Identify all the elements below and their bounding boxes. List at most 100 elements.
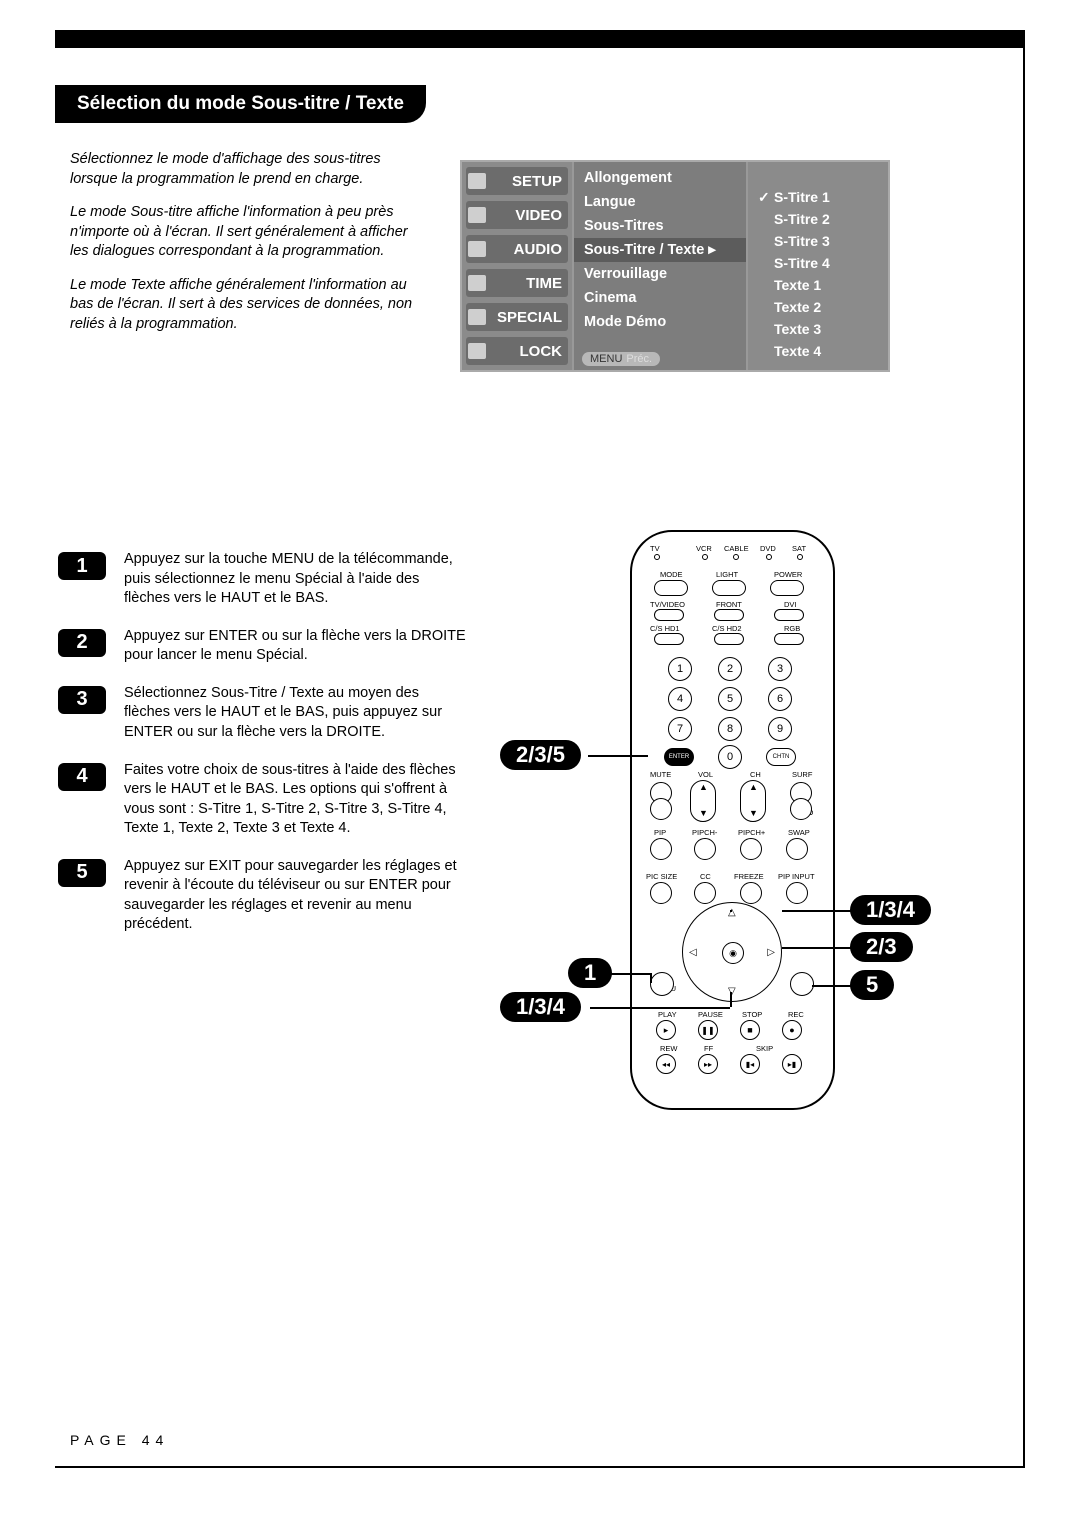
osd-tab-lock[interactable]: LOCK [466,337,568,365]
power-button[interactable] [770,580,804,596]
num-button[interactable]: 5 [718,687,742,711]
sap-button[interactable] [650,798,672,820]
osd-row-selected[interactable]: Sous-Titre / Texte [574,238,746,262]
callout-line [812,985,852,987]
pause-button[interactable]: ❚❚ [698,1020,718,1040]
osd-tab-audio[interactable]: AUDIO [466,235,568,263]
audio-icon [468,241,486,257]
stop-button[interactable]: ■ [740,1020,760,1040]
btn-label: POWER [774,570,802,579]
swap-button[interactable] [786,838,808,860]
cshd2-button[interactable] [714,633,744,645]
osd-option[interactable]: S-Titre 4 [754,252,882,274]
btn-label: FRONT [716,600,742,609]
osd-menu: SETUP VIDEO AUDIO TIME SPECIAL LOCK Allo… [460,160,890,372]
cshd1-button[interactable] [654,633,684,645]
step: 2 Appuyez sur ENTER ou sur la flèche ver… [58,627,468,666]
osd-menu-prec[interactable]: MENUPréc. [582,352,660,366]
dvi-button[interactable] [774,609,804,621]
osd-tab-setup[interactable]: SETUP [466,167,568,195]
pipchp-button[interactable] [740,838,762,860]
down-icon: ▼ [749,808,758,818]
special-icon [468,309,486,325]
osd-option[interactable]: S-Titre 2 [754,208,882,230]
enter-button[interactable]: ENTER [664,748,694,766]
up-icon: ▲ [749,782,758,792]
osd-row[interactable]: Cinema [574,286,746,310]
callout-line [588,755,648,757]
led-label: SAT [792,544,806,553]
osd-option[interactable]: Texte 1 [754,274,882,296]
num-button[interactable]: 3 [768,657,792,681]
led-icon [766,554,772,560]
step: 5 Appuyez sur EXIT pour sauvegarder les … [58,857,468,935]
step-text: Appuyez sur la touche MENU de la télécom… [124,550,468,609]
skipf-button[interactable]: ▸▮ [782,1054,802,1074]
btn-label: C/S HD1 [650,624,680,633]
dpad-center[interactable]: ◉ [722,942,744,964]
osd-row[interactable]: Mode Démo [574,310,746,334]
dpad-left[interactable]: ◁ [689,947,697,958]
osd-option[interactable]: Texte 4 [754,340,882,362]
lock-icon [468,343,486,359]
osd-option[interactable]: Texte 3 [754,318,882,340]
rgb-button[interactable] [774,633,804,645]
num-button[interactable]: 4 [668,687,692,711]
callout-enter: 2/3/5 [500,740,581,770]
led-icon [797,554,803,560]
up-icon: ▲ [699,782,708,792]
pip-button[interactable] [650,838,672,860]
osd-option[interactable]: S-Titre 1 [754,186,882,208]
rec-button[interactable]: ● [782,1020,802,1040]
dpad-right[interactable]: ▷ [767,947,775,958]
chtn-button[interactable]: CHTN [766,748,796,766]
num-button[interactable]: 2 [718,657,742,681]
section-title: Sélection du mode Sous-titre / Texte [55,85,426,123]
front-button[interactable] [714,609,744,621]
btn-label: SWAP [788,828,810,837]
exit-button[interactable] [790,972,814,996]
num-button[interactable]: 6 [768,687,792,711]
osd-tab-video[interactable]: VIDEO [466,201,568,229]
remote-control: TV VCR CABLE DVD SAT MODE LIGHT POWER TV… [630,530,835,1110]
osd-row[interactable]: Langue [574,190,746,214]
play-button[interactable]: ▸ [656,1020,676,1040]
osd-option[interactable]: S-Titre 3 [754,230,882,252]
osd-row[interactable]: Sous-Titres [574,214,746,238]
led-label: CABLE [724,544,749,553]
tvvideo-button[interactable] [654,609,684,621]
video-button[interactable] [790,798,812,820]
btn-label: FF [704,1044,713,1053]
osd-left-column: SETUP VIDEO AUDIO TIME SPECIAL LOCK [462,162,572,370]
pipchm-button[interactable] [694,838,716,860]
cc-button[interactable] [694,882,716,904]
pipinput-button[interactable] [786,882,808,904]
num-button[interactable]: 0 [718,745,742,769]
btn-label: PIP INPUT [778,872,815,881]
freeze-button[interactable] [740,882,762,904]
osd-tab-special[interactable]: SPECIAL [466,303,568,331]
menu-button[interactable] [650,972,674,996]
btn-label: STOP [742,1010,762,1019]
num-button[interactable]: 1 [668,657,692,681]
dpad-ring: △ ▽ ◁ ▷ ◉ [682,902,782,1002]
step-number: 3 [58,686,106,714]
mode-button[interactable] [654,580,688,596]
osd-row[interactable]: Allongement [574,166,746,190]
btn-label: MUTE [650,770,671,779]
num-button[interactable]: 8 [718,717,742,741]
rew-button[interactable]: ◂◂ [656,1054,676,1074]
ff-button[interactable]: ▸▸ [698,1054,718,1074]
skipb-button[interactable]: ▮◂ [740,1054,760,1074]
num-button[interactable]: 9 [768,717,792,741]
callout-line [730,910,732,912]
btn-label: CH [750,770,761,779]
osd-tab-time[interactable]: TIME [466,269,568,297]
btn-label: REC [788,1010,804,1019]
picsize-button[interactable] [650,882,672,904]
osd-option[interactable]: Texte 2 [754,296,882,318]
num-button[interactable]: 7 [668,717,692,741]
osd-row[interactable]: Verrouillage [574,262,746,286]
light-button[interactable] [712,580,746,596]
dpad-up[interactable]: △ [728,907,736,918]
